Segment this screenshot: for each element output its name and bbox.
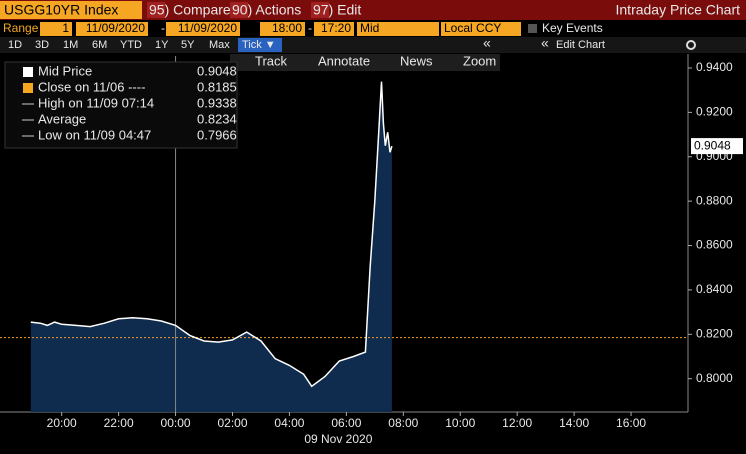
toolbar-button[interactable]: 90) Actions [232, 2, 301, 18]
toolbar-title: Intraday Price Chart [616, 2, 741, 18]
button-bg [147, 2, 165, 18]
y-tick-label: 0.9200 [696, 105, 733, 119]
y-tick-label: 0.8000 [696, 371, 733, 385]
x-tick-label: 22:00 [104, 416, 134, 430]
ticker[interactable]: USGG10YR Index [4, 2, 118, 18]
period-button[interactable]: 1D [8, 39, 22, 51]
settings-icon[interactable] [686, 40, 696, 50]
tick-selector[interactable]: Tick ▼ [242, 39, 276, 51]
period-button[interactable]: 5Y [181, 39, 195, 51]
x-tick-label: 14:00 [559, 416, 589, 430]
tick-selector-bg [238, 38, 282, 52]
toolbar-bg [0, 0, 746, 20]
period-button[interactable]: 1Y [155, 39, 169, 51]
toolbar-button[interactable]: 97) Edit [313, 2, 361, 18]
range-field-bg [40, 22, 72, 36]
y-tick-label: 0.8800 [696, 193, 733, 207]
x-tick-label: 02:00 [217, 416, 247, 430]
period-button[interactable]: 6M [92, 39, 107, 51]
last-price-box [691, 138, 743, 155]
tools-bg [230, 54, 500, 71]
period-bar-bg [0, 37, 746, 53]
y-tick-label: 0.9400 [696, 60, 733, 74]
range-field-bg [357, 22, 439, 36]
legend-swatch [23, 67, 33, 77]
legend-bg [4, 61, 238, 149]
period-button[interactable]: YTD [120, 39, 142, 51]
range-field[interactable]: 1 [62, 21, 69, 35]
range-label: Range [3, 21, 39, 35]
chart-tool[interactable]: Track [255, 53, 288, 68]
range-separator: - [308, 21, 312, 35]
legend-label: Mid Price [38, 63, 92, 78]
edit-chart[interactable]: Edit Chart [556, 39, 605, 51]
area [30, 81, 392, 412]
range-field-bg [314, 22, 354, 36]
chart-tool[interactable]: Zoom [463, 53, 496, 68]
button-bg [311, 2, 329, 18]
range-field[interactable]: Mid [360, 21, 379, 35]
range-field[interactable]: 11/09/2020 [178, 21, 237, 35]
x-tick-label: 08:00 [388, 416, 418, 430]
range-field-bg [260, 22, 305, 36]
x-tick-label: 06:00 [331, 416, 361, 430]
range-field[interactable]: 18:00 [272, 21, 302, 35]
x-tick-label: 12:00 [502, 416, 532, 430]
legend-label: High on 11/09 07:14 [38, 95, 154, 110]
date-label: 09 Nov 2020 [304, 432, 372, 446]
key-events[interactable]: Key Events [542, 21, 603, 35]
legend-swatch [23, 83, 33, 93]
legend-label: Low on 11/09 04:47 [38, 127, 151, 142]
legend-value: 0.9048 [197, 63, 237, 78]
chart-tool[interactable]: News [400, 53, 433, 68]
y-tick-label: 0.8600 [696, 238, 733, 252]
x-tick-label: 00:00 [161, 416, 191, 430]
button-bg [230, 2, 248, 18]
legend-label: Close on 11/06 ---- [38, 79, 145, 94]
range-field[interactable]: Local CCY [444, 21, 501, 35]
x-tick-label: 16:00 [616, 416, 646, 430]
x-tick-label: 10:00 [445, 416, 475, 430]
last-price: 0.9048 [694, 138, 731, 152]
collapse[interactable]: « [541, 35, 549, 51]
y-tick-label: 0.8400 [696, 282, 733, 296]
range-separator: - [161, 21, 165, 35]
x-tick-label: 20:00 [47, 416, 77, 430]
legend-label: Average [38, 111, 86, 126]
price-line [30, 81, 393, 388]
chart-tool[interactable]: Annotate [318, 53, 370, 68]
range-field[interactable]: 17:20 [321, 21, 351, 35]
period-button[interactable]: Max [209, 39, 230, 51]
legend-value: 0.8185 [197, 79, 237, 94]
x-tick-label: 04:00 [274, 416, 304, 430]
legend-value: 0.8234 [197, 111, 237, 126]
range-field[interactable]: 11/09/2020 [86, 21, 145, 35]
checkbox[interactable] [528, 24, 537, 33]
y-tick-label: 0.8200 [696, 326, 733, 340]
legend-value: 0.7966 [197, 127, 237, 142]
legend-value: 0.9338 [197, 95, 237, 110]
range-field-bg [166, 22, 240, 36]
range-field-bg [76, 22, 148, 36]
period-button[interactable]: 1M [63, 39, 78, 51]
range-field-bg [441, 22, 521, 36]
toolbar-button[interactable]: 95) Compare [149, 2, 231, 18]
period-button[interactable]: 3D [35, 39, 49, 51]
ticker-box [0, 1, 142, 19]
collapse[interactable]: « [483, 35, 491, 51]
